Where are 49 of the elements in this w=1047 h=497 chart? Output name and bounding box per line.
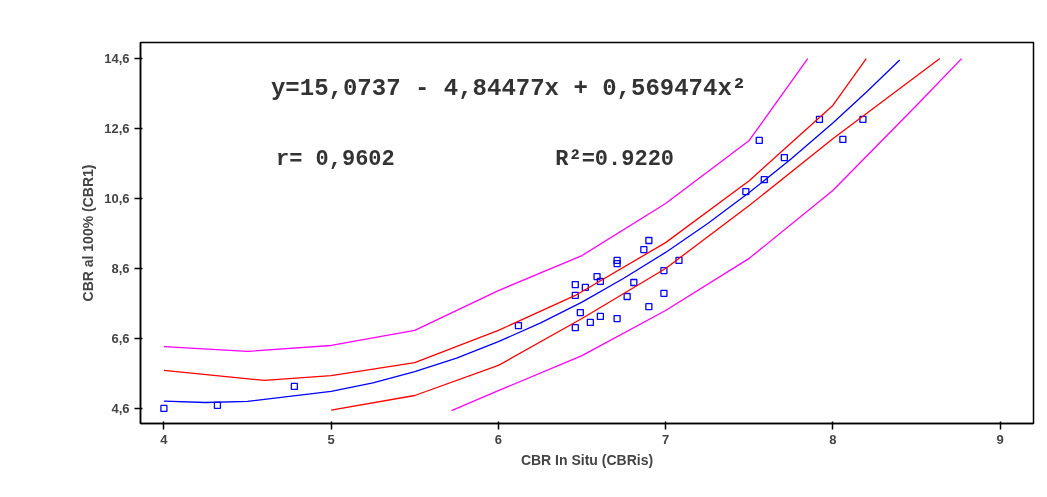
point (613, 314, 621, 323)
x-tick-label: 7 (661, 431, 670, 447)
point (593, 272, 601, 281)
point (571, 323, 579, 332)
point (290, 382, 298, 391)
point (581, 283, 589, 292)
point (630, 278, 638, 287)
point (675, 256, 683, 265)
y-tick-label: 12,6 (104, 121, 130, 137)
point (596, 277, 605, 286)
y-tick-label: 10,6 (104, 191, 130, 207)
point (576, 308, 584, 317)
point (571, 280, 579, 289)
point (613, 256, 621, 265)
y-tick-label: 8,6 (111, 261, 130, 277)
annotation: r= 0,9602 (275, 147, 395, 173)
y-tick-label: 6,6 (111, 330, 130, 346)
point (586, 318, 594, 327)
point (660, 266, 668, 275)
y-tick-label: 14,6 (104, 51, 130, 67)
point (859, 115, 867, 124)
point (623, 292, 631, 301)
x-tick-label: 9 (996, 431, 1004, 447)
annotation: R²=0.9220 (555, 147, 675, 173)
point (839, 135, 847, 144)
point (613, 259, 621, 268)
x-tick-label: 8 (829, 431, 837, 447)
point (213, 401, 222, 409)
x-tick-label: 6 (494, 431, 502, 447)
point (640, 245, 648, 254)
point (742, 187, 750, 196)
point (780, 153, 788, 162)
y-axis-title: CBR al 100% (CBR1) (80, 164, 97, 302)
y-tick-label: 4,6 (111, 400, 130, 416)
line-series (163, 57, 809, 353)
x-axis-title: CBR In Situ (CBRis) (520, 451, 654, 468)
x-tick-label: 5 (327, 431, 335, 447)
point (755, 136, 763, 145)
point (514, 321, 523, 330)
point (571, 291, 579, 300)
point (645, 236, 653, 245)
point (815, 115, 824, 124)
annotation: y=15,0737 - 4,84477x + 0,569474x² (270, 75, 747, 103)
x-tick-label: 4 (160, 431, 169, 447)
point (596, 312, 605, 321)
point (645, 303, 653, 311)
point (660, 289, 668, 297)
point (760, 176, 768, 184)
point (160, 404, 168, 413)
